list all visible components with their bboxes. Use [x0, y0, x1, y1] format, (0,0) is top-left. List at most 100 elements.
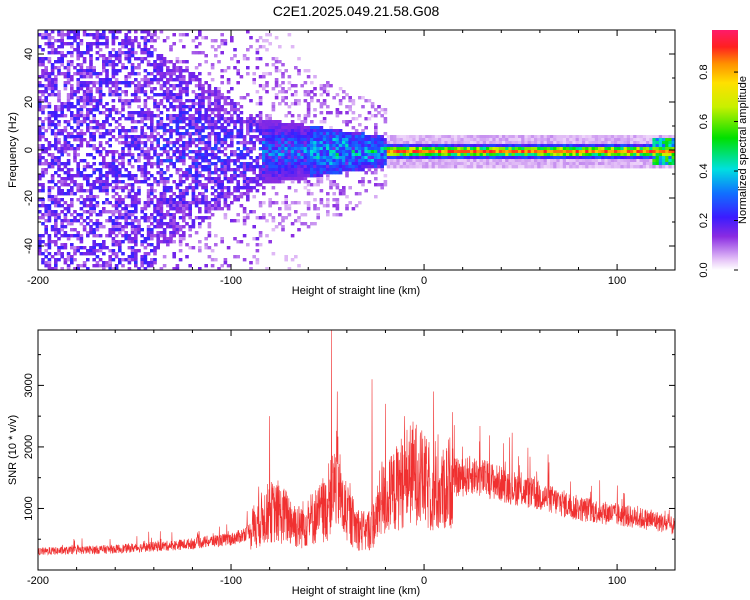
heatmap-cell [156, 132, 160, 136]
heatmap-cell [102, 132, 106, 136]
heatmap-cell [198, 171, 202, 175]
heatmap-cell [239, 150, 244, 154]
heatmap-cell [294, 201, 298, 205]
heatmap-cell [559, 150, 564, 154]
heatmap-cell [642, 156, 647, 160]
heatmap-cell [130, 39, 135, 43]
heatmap-cell [626, 135, 631, 139]
heatmap-cell [345, 171, 349, 175]
heatmap-cell [185, 117, 189, 121]
heatmap-cell [57, 114, 61, 118]
heatmap-cell [297, 126, 301, 130]
heatmap-cell [521, 150, 525, 154]
heatmap-cell [57, 201, 61, 205]
heatmap-cell [54, 105, 58, 109]
heatmap-cell [252, 195, 256, 199]
heatmap-cell [162, 72, 167, 76]
heatmap-cell [50, 81, 55, 85]
heatmap-cell [182, 45, 186, 49]
heatmap-cell [178, 108, 183, 112]
heatmap-cell [236, 72, 240, 76]
heatmap-cell [178, 156, 183, 160]
heatmap-cell [70, 204, 74, 208]
heatmap-cell [313, 138, 317, 142]
heatmap-cell [268, 135, 272, 139]
heatmap-cell [425, 138, 429, 142]
heatmap-cell [118, 171, 122, 175]
heatmap-cell [172, 204, 176, 208]
heatmap-cell [143, 201, 148, 205]
heatmap-cell [92, 168, 96, 172]
heatmap-cell [60, 102, 64, 106]
heatmap-cell [111, 75, 116, 79]
heatmap-cell [118, 99, 122, 103]
heatmap-cell [249, 114, 253, 118]
heatmap-cell [274, 171, 279, 175]
heatmap-cell [194, 165, 199, 169]
heatmap-cell [329, 111, 333, 115]
heatmap-cell [66, 234, 71, 238]
heatmap-cell [188, 99, 192, 103]
heatmap-cell [175, 207, 180, 211]
heatmap-cell [428, 138, 432, 142]
heatmap-cell [50, 180, 55, 184]
heatmap-cell [198, 63, 202, 67]
heatmap-cell [207, 159, 212, 163]
heatmap-cell [255, 135, 260, 139]
heatmap-cell [95, 123, 100, 127]
heatmap-cell [268, 162, 272, 166]
heatmap-cell [236, 147, 240, 151]
heatmap-cell [201, 102, 205, 106]
heatmap-cell [118, 51, 122, 55]
heatmap-cell [137, 57, 141, 61]
heatmap-cell [210, 177, 215, 181]
heatmap-cell [422, 141, 426, 145]
heatmap-cell [66, 33, 71, 37]
heatmap-cell [54, 66, 58, 70]
heatmap-cell [102, 210, 106, 214]
heatmap-cell [351, 117, 356, 121]
heatmap-cell [191, 138, 196, 142]
heatmap-cell [130, 63, 135, 67]
heatmap-cell [217, 195, 221, 199]
heatmap-cell [598, 147, 602, 151]
heatmap-cell [230, 159, 234, 163]
heatmap-cell [137, 66, 141, 70]
heatmap-cell [146, 114, 151, 118]
heatmap-cell [495, 162, 500, 166]
heatmap-cell [79, 216, 84, 220]
heatmap-cell [246, 189, 250, 193]
colorbar-gradient [712, 30, 738, 270]
heatmap-cell [217, 204, 221, 208]
heatmap-cell [73, 252, 77, 256]
heatmap-cell [239, 240, 244, 244]
heatmap-cell [95, 222, 100, 226]
heatmap-cell [262, 153, 266, 157]
heatmap-cell [76, 144, 80, 148]
heatmap-cell [377, 141, 381, 145]
heatmap-cell [95, 108, 100, 112]
heatmap-cell [172, 99, 176, 103]
heatmap-cell [258, 183, 263, 187]
heatmap-cell [143, 255, 148, 259]
heatmap-cell [268, 153, 272, 157]
heatmap-cell [233, 255, 237, 259]
heatmap-cell [249, 45, 253, 49]
heatmap-cell [233, 54, 237, 58]
heatmap-cell [655, 144, 660, 148]
heatmap-cell [543, 156, 548, 160]
heatmap-cell [57, 51, 61, 55]
heatmap-cell [258, 204, 263, 208]
heatmap-cell [290, 93, 295, 97]
heatmap-cell [41, 198, 45, 202]
heatmap-cell [70, 192, 74, 196]
heatmap-cell [124, 66, 128, 70]
heatmap-cell [220, 105, 224, 109]
heatmap-cell [313, 165, 317, 169]
heatmap-cell [265, 81, 269, 85]
heatmap-cell [124, 195, 128, 199]
heatmap-cell [82, 99, 87, 103]
heatmap-cell [223, 138, 228, 142]
heatmap-cell [38, 246, 42, 250]
heatmap-cell [473, 150, 477, 154]
